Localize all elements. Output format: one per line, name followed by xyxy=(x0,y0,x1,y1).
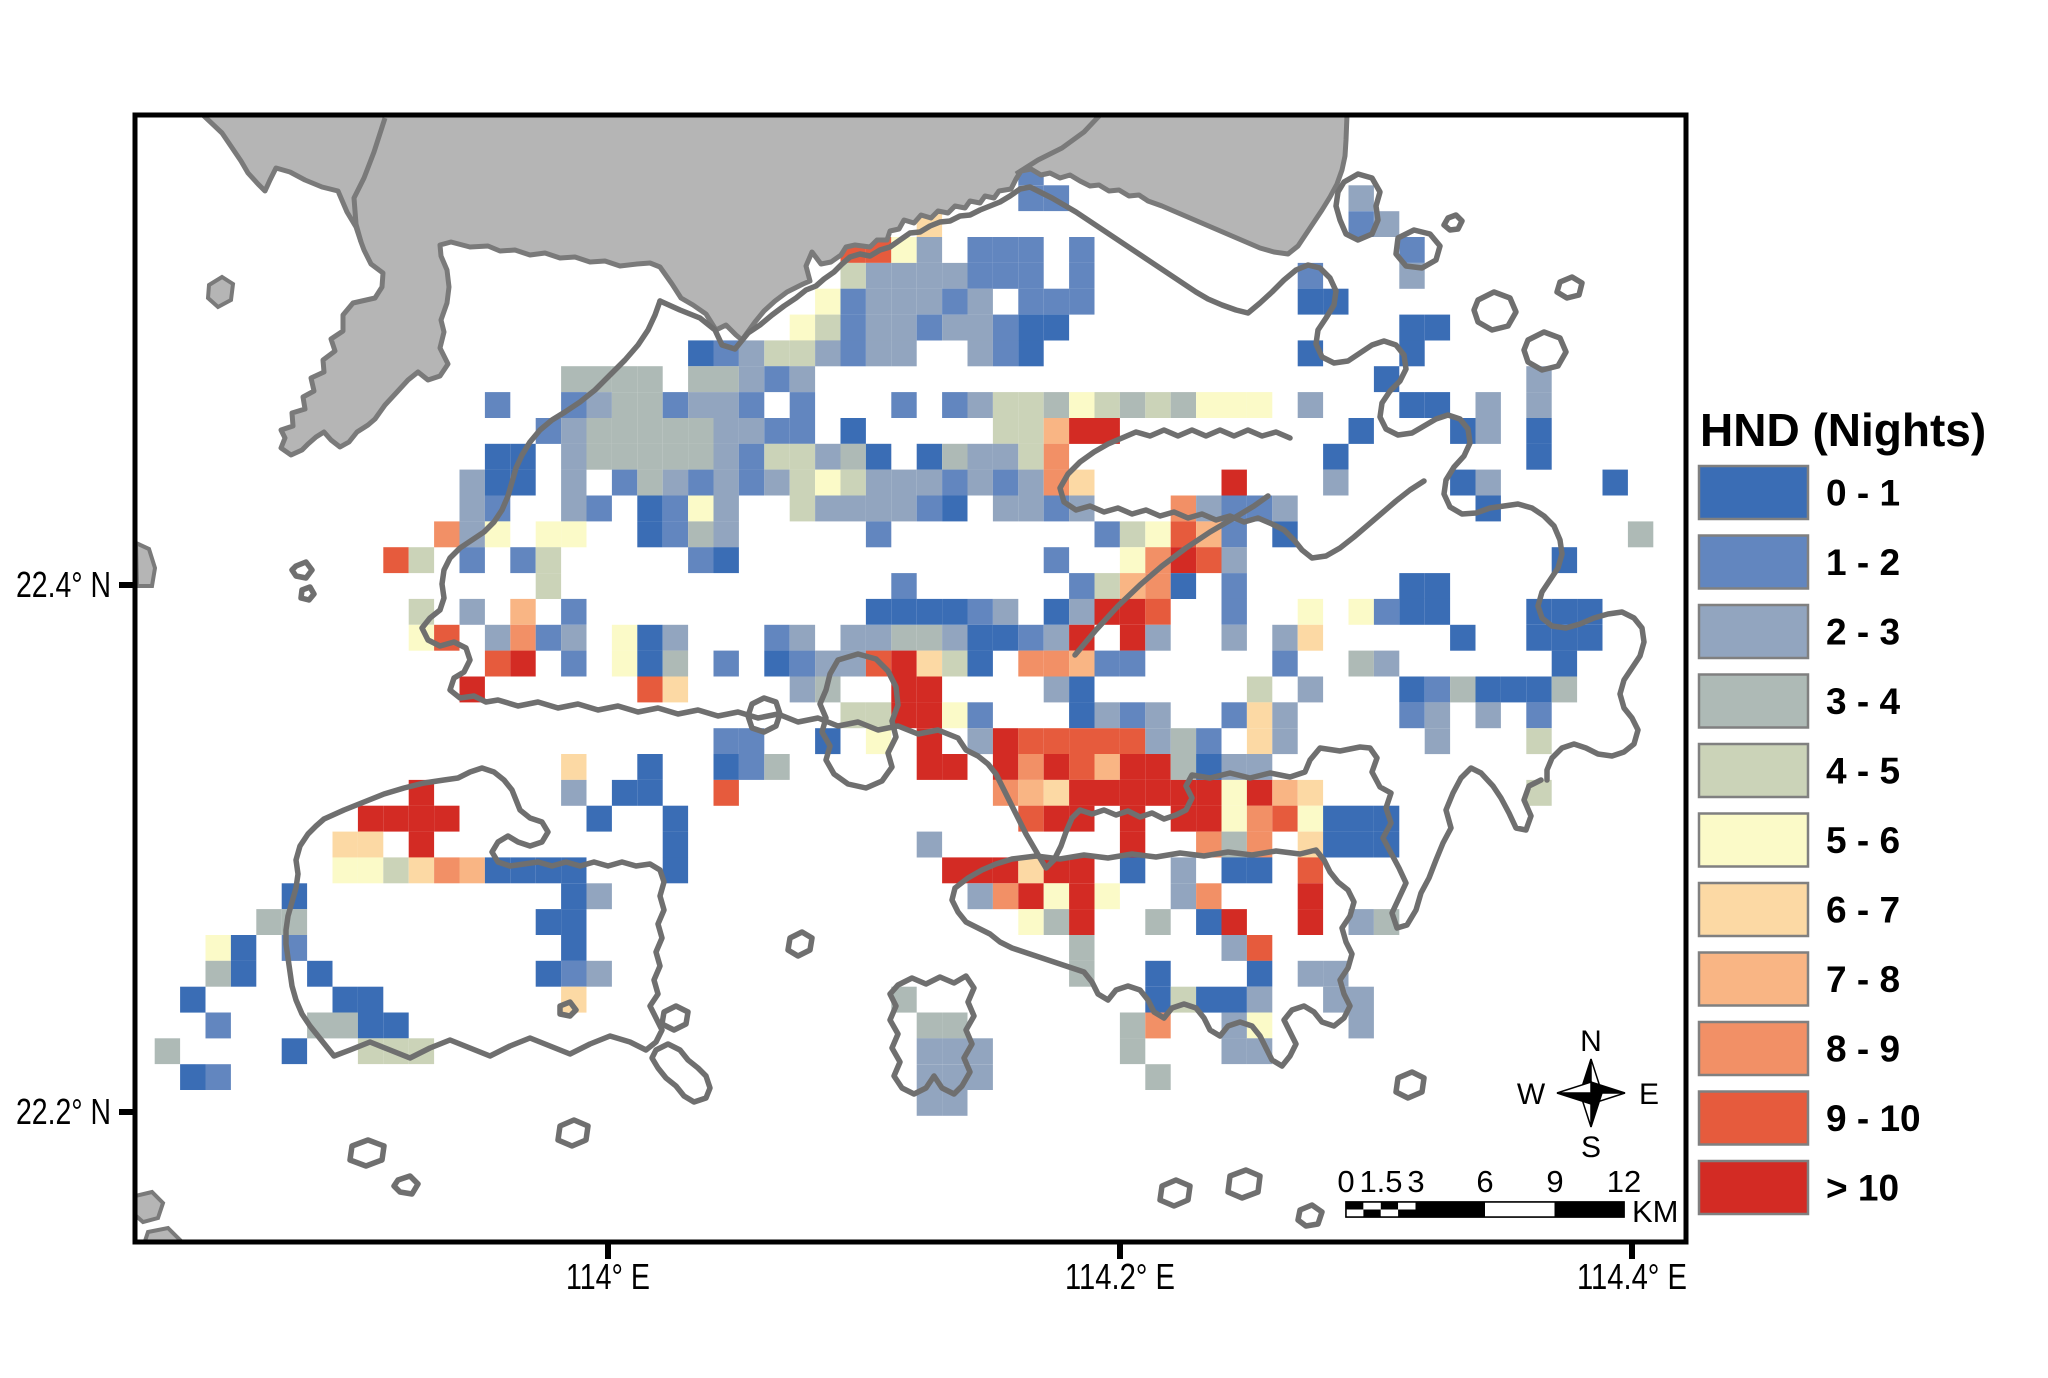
svg-text:KM: KM xyxy=(1632,1194,1679,1229)
svg-text:0 - 1: 0 - 1 xyxy=(1826,473,1900,514)
svg-text:1 - 2: 1 - 2 xyxy=(1826,542,1900,583)
svg-text:HND (Nights): HND (Nights) xyxy=(1700,404,1986,456)
svg-text:9: 9 xyxy=(1546,1164,1563,1199)
svg-text:1.5: 1.5 xyxy=(1359,1164,1402,1199)
svg-text:5 - 6: 5 - 6 xyxy=(1826,820,1900,861)
svg-text:7 - 8: 7 - 8 xyxy=(1826,959,1900,1000)
svg-text:114.2° E: 114.2° E xyxy=(1065,1256,1175,1297)
svg-text:12: 12 xyxy=(1607,1164,1641,1199)
svg-text:N: N xyxy=(1580,1025,1602,1058)
svg-text:114.4° E: 114.4° E xyxy=(1577,1256,1687,1297)
svg-text:4 - 5: 4 - 5 xyxy=(1826,751,1900,792)
svg-text:> 10: > 10 xyxy=(1826,1168,1899,1209)
svg-text:22.2° N: 22.2° N xyxy=(16,1091,111,1132)
svg-text:W: W xyxy=(1517,1078,1546,1111)
svg-text:0: 0 xyxy=(1337,1164,1354,1199)
svg-text:8 - 9: 8 - 9 xyxy=(1826,1029,1900,1070)
svg-text:6: 6 xyxy=(1476,1164,1493,1199)
svg-text:2 - 3: 2 - 3 xyxy=(1826,612,1900,653)
svg-text:114° E: 114° E xyxy=(566,1256,650,1297)
svg-text:3 - 4: 3 - 4 xyxy=(1826,681,1900,722)
svg-text:9 - 10: 9 - 10 xyxy=(1826,1098,1921,1139)
svg-text:E: E xyxy=(1639,1078,1659,1111)
svg-text:22.4° N: 22.4° N xyxy=(16,564,111,605)
svg-text:3: 3 xyxy=(1407,1164,1424,1199)
svg-text:6 - 7: 6 - 7 xyxy=(1826,890,1900,931)
svg-text:S: S xyxy=(1581,1131,1601,1164)
